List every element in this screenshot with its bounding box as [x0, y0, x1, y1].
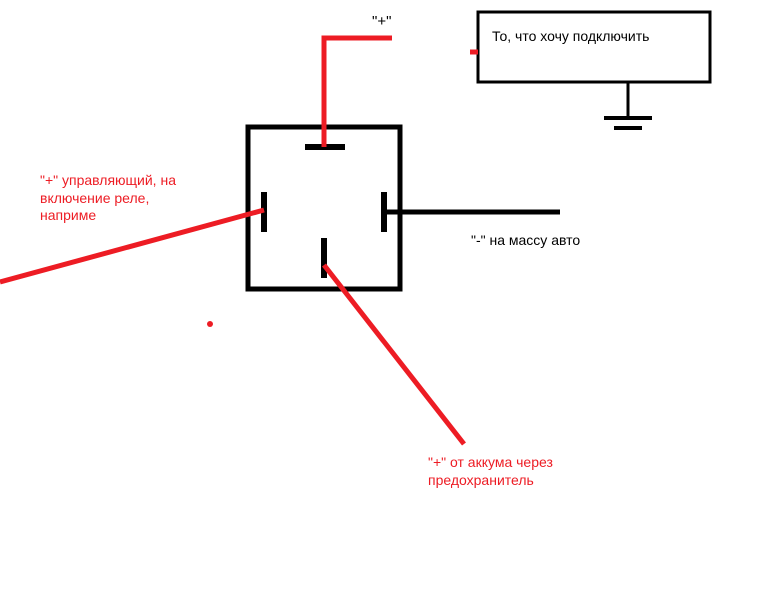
label-from-battery: "+" от аккума через предохранитель	[428, 454, 553, 489]
label-control-plus: "+" управляющий, на включение реле, напр…	[40, 172, 176, 225]
label-plus-top: "+"	[372, 13, 391, 32]
device-box	[478, 12, 710, 82]
stray-dot	[207, 321, 213, 327]
device-box-label: То, что хочу подключить	[492, 28, 649, 46]
wire-red-bottom	[324, 265, 464, 444]
wire-red-top	[324, 38, 392, 147]
label-ground-auto: "-" на массу авто	[471, 232, 580, 250]
diagram-canvas	[0, 0, 768, 614]
